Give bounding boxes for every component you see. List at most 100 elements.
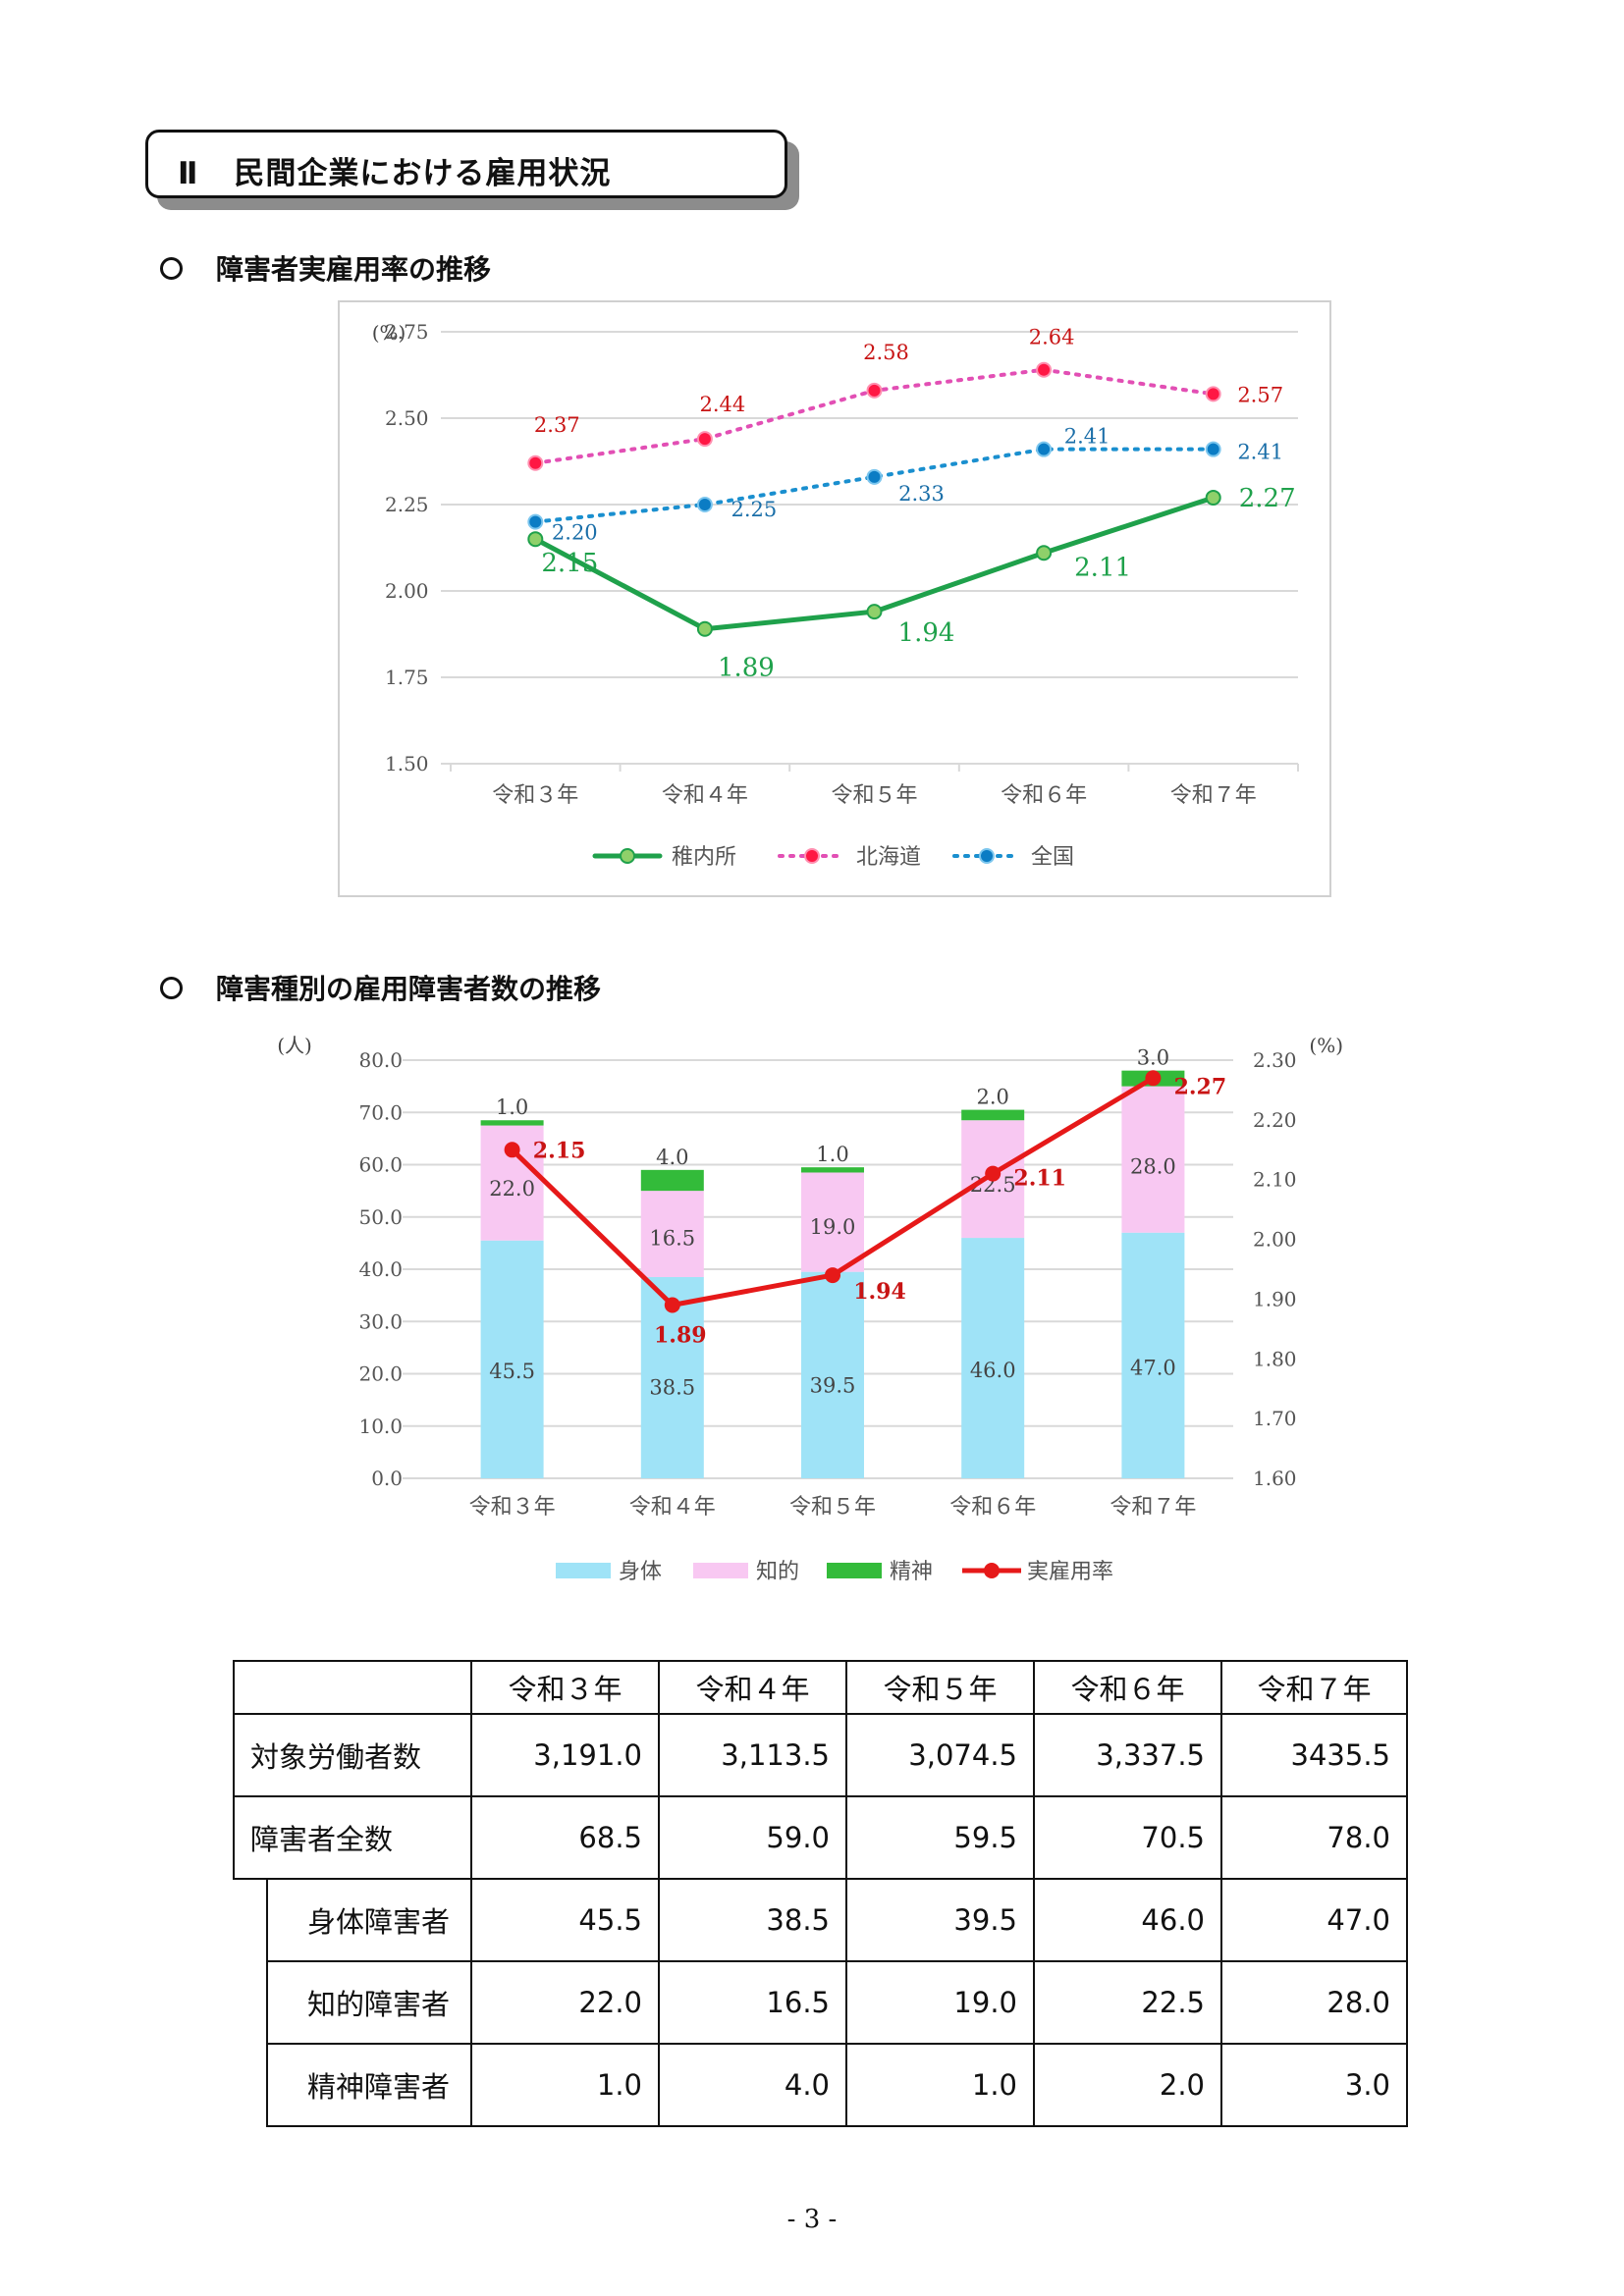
y-tick-label: 0.0 xyxy=(371,1467,403,1490)
section1-title: 障害者実雇用率の推移 xyxy=(160,248,491,288)
y-axis-unit: (%) xyxy=(372,321,406,345)
section-heading: Ⅱ 民間企業における雇用状況 xyxy=(145,130,787,198)
data-point xyxy=(1205,441,1221,457)
table-header-row: 令和３年 令和４年 令和５年 令和６年 令和７年 xyxy=(233,1660,1408,1715)
bar-segment xyxy=(1121,1086,1185,1233)
y-tick-label: 60.0 xyxy=(358,1153,403,1177)
y2-tick-label: 2.00 xyxy=(1253,1228,1297,1252)
rate-label: 1.89 xyxy=(654,1323,707,1349)
y-tick-label: 2.75 xyxy=(385,320,429,344)
legend-swatch xyxy=(827,1563,882,1578)
rate-point xyxy=(985,1165,1001,1182)
rate-point xyxy=(504,1142,520,1158)
y2-tick-label: 1.70 xyxy=(1253,1407,1297,1430)
data-label: 1.0 xyxy=(496,1095,528,1119)
table-cell: 47.0 xyxy=(1220,1878,1408,1962)
x-tick-label: 令和５年 xyxy=(789,1495,876,1520)
data-label: 47.0 xyxy=(1130,1356,1176,1379)
bar-segment xyxy=(801,1167,864,1173)
data-point xyxy=(1036,361,1053,378)
data-point xyxy=(866,468,883,485)
legend-marker xyxy=(979,848,995,864)
data-label: 38.5 xyxy=(649,1376,695,1400)
y-tick-label: 2.25 xyxy=(385,493,429,516)
table-cell: 3,113.5 xyxy=(658,1713,847,1797)
y-tick-label: 10.0 xyxy=(358,1415,403,1438)
x-tick-label: 令和４年 xyxy=(662,783,748,808)
data-label: 2.41 xyxy=(1064,425,1110,449)
data-label: 45.5 xyxy=(489,1360,535,1383)
data-label: 2.27 xyxy=(1239,484,1296,513)
bar-segment xyxy=(640,1191,704,1277)
y-tick-label: 40.0 xyxy=(358,1257,403,1281)
y2-tick-label: 1.90 xyxy=(1253,1287,1297,1310)
y-tick-label: 30.0 xyxy=(358,1309,403,1333)
table-cell: 46.0 xyxy=(1033,1878,1222,1962)
x-tick-label: 令和３年 xyxy=(469,1495,556,1520)
table-cell: 3,191.0 xyxy=(470,1713,660,1797)
table-cell: 3435.5 xyxy=(1220,1713,1408,1797)
x-tick-label: 令和７年 xyxy=(1170,783,1257,808)
table-cell: 3,074.5 xyxy=(845,1713,1035,1797)
heading-title: 民間企業における雇用状況 xyxy=(234,156,612,191)
x-tick-label: 令和３年 xyxy=(492,783,578,808)
bar-segment xyxy=(801,1172,864,1272)
y2-tick-label: 2.20 xyxy=(1253,1108,1297,1132)
y-tick-label: 20.0 xyxy=(358,1362,403,1386)
data-label: 2.44 xyxy=(700,393,746,416)
y-tick-label: 1.75 xyxy=(385,666,429,689)
table-cell: 28.0 xyxy=(1220,1960,1408,2045)
row-label: 精神障害者 xyxy=(266,2043,472,2127)
data-point xyxy=(866,382,883,399)
table-cell: 19.0 xyxy=(845,1960,1035,2045)
legend-swatch xyxy=(556,1563,611,1578)
data-label: 1.89 xyxy=(718,654,775,683)
employment-rate-line-chart: (%)2.75 2.50 2.25 2.00 1.75 1.50 令和３年 令和４年 令和５年 令… xyxy=(338,300,1331,897)
data-label: 2.11 xyxy=(1074,553,1131,582)
y2-tick-label: 2.30 xyxy=(1253,1048,1297,1072)
legend-label: 知的 xyxy=(756,1560,799,1584)
rate-point xyxy=(825,1267,840,1284)
bar-segment xyxy=(961,1238,1025,1478)
x-tick-label: 令和４年 xyxy=(629,1495,716,1520)
table-row: 身体障害者 45.5 38.5 39.5 46.0 47.0 xyxy=(234,1878,1408,2126)
data-point xyxy=(527,454,544,471)
y2-tick-label: 1.80 xyxy=(1253,1347,1297,1370)
table-row: 対象労働者数 3,191.0 3,113.5 3,074.5 3,337.5 3… xyxy=(233,1713,1408,1797)
data-point xyxy=(1205,386,1221,402)
legend-label: 全国 xyxy=(1031,845,1074,870)
table-cell: 70.5 xyxy=(1033,1795,1222,1880)
data-label: 22.0 xyxy=(489,1177,535,1201)
table-header-cell: 令和６年 xyxy=(1033,1660,1222,1715)
table-header-cell: 令和３年 xyxy=(470,1660,660,1715)
data-label: 2.0 xyxy=(976,1086,1008,1109)
legend-swatch xyxy=(693,1563,748,1578)
data-label: 2.25 xyxy=(731,498,778,521)
legend-label: 稚内所 xyxy=(672,845,736,870)
data-label: 2.58 xyxy=(863,341,909,364)
page-number: - 3 - xyxy=(786,2205,838,2234)
data-label: 4.0 xyxy=(656,1146,688,1169)
data-point xyxy=(696,431,713,448)
x-tick-label: 令和５年 xyxy=(831,783,917,808)
table-header-cell: 令和７年 xyxy=(1220,1660,1408,1715)
circle-bullet-icon xyxy=(160,256,183,280)
y2-tick-label: 2.10 xyxy=(1253,1168,1297,1192)
data-point xyxy=(866,604,883,620)
data-point xyxy=(696,497,713,512)
table-cell: 1.0 xyxy=(845,2043,1035,2127)
data-label: 16.5 xyxy=(649,1226,695,1250)
data-label: 46.0 xyxy=(970,1359,1016,1382)
row-label: 身体障害者 xyxy=(266,1878,472,1962)
legend-label: 精神 xyxy=(890,1560,933,1584)
table-corner-cell xyxy=(233,1660,472,1715)
y-tick-label: 2.50 xyxy=(385,406,429,430)
table-cell: 4.0 xyxy=(658,2043,847,2127)
table-cell: 78.0 xyxy=(1220,1795,1408,1880)
x-tick-label: 令和７年 xyxy=(1110,1495,1196,1520)
legend-label: 身体 xyxy=(619,1560,662,1584)
legend-label: 北海道 xyxy=(856,845,921,870)
bar-segment xyxy=(961,1109,1025,1121)
table-cell: 39.5 xyxy=(845,1878,1035,1962)
heading-number: Ⅱ xyxy=(178,156,199,191)
